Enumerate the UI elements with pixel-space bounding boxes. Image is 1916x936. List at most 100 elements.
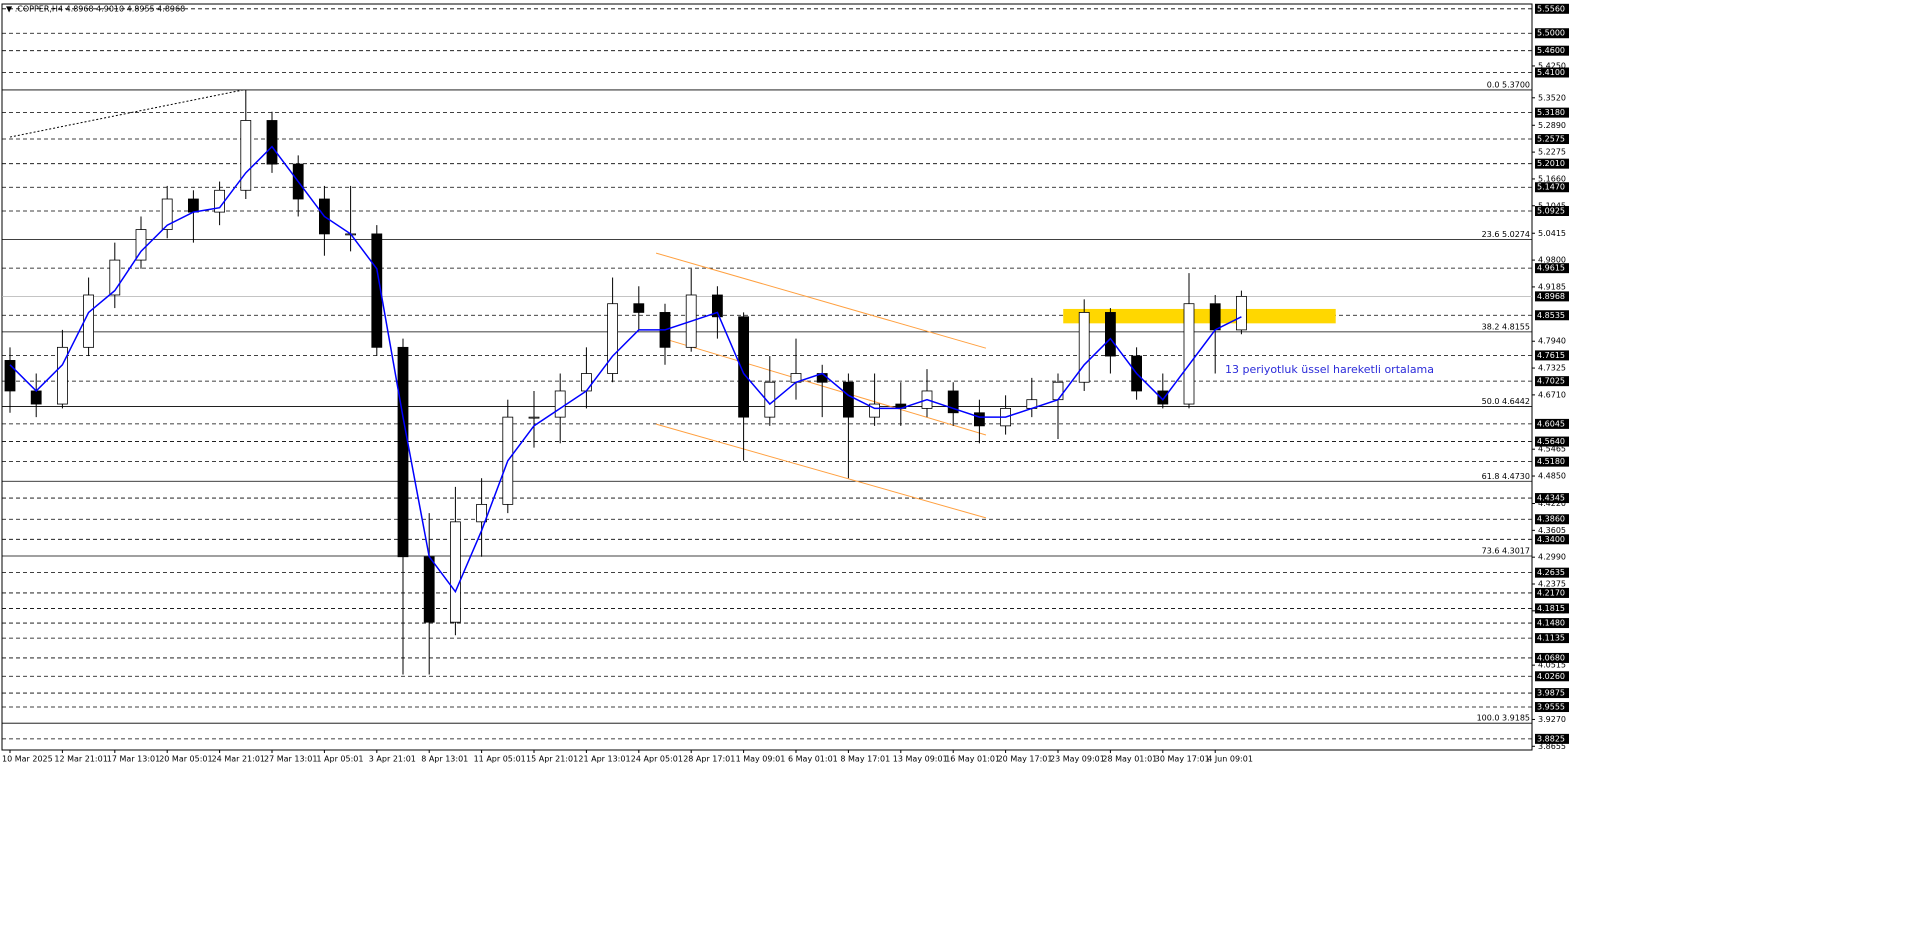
y-tick-label: 4.7940 <box>1538 337 1566 346</box>
candle-body <box>843 381 854 418</box>
level-label: 4.0680 <box>1537 653 1565 662</box>
level-label: 3.9875 <box>1537 689 1565 698</box>
candle-body <box>947 390 959 414</box>
level-label-bg <box>1535 534 1569 545</box>
candle-body <box>135 229 147 261</box>
level-label: 4.8535 <box>1537 311 1565 320</box>
candle-body <box>397 346 409 558</box>
level-label-bg <box>1535 688 1569 699</box>
x-tick-label: 15 Apr 21:01 <box>526 755 578 764</box>
candle-body <box>161 198 173 230</box>
fib-label: 50.0 4.6442 <box>1482 397 1530 406</box>
candle-body <box>607 303 618 374</box>
level-label-bg <box>1535 263 1569 274</box>
candle-body <box>187 198 199 213</box>
fib-label: 73.6 4.3017 <box>1482 546 1530 555</box>
level-label: 5.2575 <box>1537 135 1565 144</box>
level-label-bg <box>1535 107 1569 118</box>
level-label-bg <box>1535 493 1569 504</box>
candle-body <box>83 294 94 348</box>
level-label-bg <box>1535 67 1569 78</box>
level-label: 4.1815 <box>1537 604 1565 613</box>
x-tick-label: 4 Jun 09:01 <box>1207 755 1253 764</box>
y-tick-label: 4.9185 <box>1538 282 1566 291</box>
ema-line <box>9 145 1242 594</box>
candle-body <box>1183 303 1195 405</box>
y-tick-label: 5.3520 <box>1538 93 1566 102</box>
y-tick-label: 5.1660 <box>1538 174 1566 183</box>
level-label-bg <box>1535 733 1569 744</box>
level-label-bg <box>1535 182 1569 193</box>
x-tick-label: 6 May 01:01 <box>788 755 838 764</box>
level-label: 4.2170 <box>1537 588 1565 597</box>
y-tick-label: 4.0515 <box>1538 661 1566 670</box>
x-tick-label: 28 Apr 17:01 <box>683 755 735 764</box>
level-label-bg <box>1535 3 1569 14</box>
zone <box>1063 308 1336 324</box>
x-tick-label: 13 May 09:01 <box>893 755 948 764</box>
candle-body <box>974 412 985 427</box>
y-tick-label: 4.4220 <box>1538 499 1566 508</box>
y-tick-label: 5.1045 <box>1538 201 1566 210</box>
level-label-bg <box>1535 633 1569 644</box>
x-tick-label: 3 Apr 21:01 <box>369 755 416 764</box>
candle-body <box>449 521 461 623</box>
y-tick-label: 4.3605 <box>1538 526 1566 535</box>
x-tick-label: 12 Mar 21:01 <box>54 755 107 764</box>
y-tick-label: 4.2990 <box>1538 553 1566 562</box>
x-tick-label: 20 May 17:01 <box>998 755 1053 764</box>
y-tick-label: 5.2275 <box>1538 148 1566 157</box>
level-label-bg <box>1535 587 1569 598</box>
x-tick-label: 24 Apr 05:01 <box>631 755 683 764</box>
candle-body <box>738 316 749 418</box>
candle-body <box>4 360 16 392</box>
y-tick-label: 3.9270 <box>1538 715 1566 724</box>
plot-frame <box>1 3 1533 751</box>
level-label: 4.4345 <box>1537 494 1565 503</box>
fib-label: 0.0 5.3700 <box>1487 80 1530 89</box>
annotation: 13 periyotluk üssel hareketli ortalama <box>1225 363 1434 376</box>
y-tick-label: 4.4850 <box>1538 472 1566 481</box>
fib-label: 38.2 4.8155 <box>1482 322 1530 331</box>
x-tick-label: 23 May 09:01 <box>1050 755 1105 764</box>
level-label: 4.1135 <box>1537 634 1565 643</box>
candle-body <box>1236 295 1247 331</box>
level-label: 4.3860 <box>1537 515 1565 524</box>
level-label: 4.7615 <box>1537 351 1565 360</box>
candle-body <box>1105 312 1116 357</box>
level-label-bg <box>1535 671 1569 682</box>
x-tick-label: 27 Mar 13:01 <box>264 755 317 764</box>
level-label: 4.2635 <box>1537 568 1565 577</box>
y-tick-label: 4.2375 <box>1538 580 1566 589</box>
level-label-bg <box>1535 310 1569 321</box>
level-label: 5.1470 <box>1537 183 1565 192</box>
candle-body <box>371 233 383 348</box>
level-label-bg <box>1535 618 1569 629</box>
level-label-bg <box>1535 134 1569 145</box>
level-label-bg <box>1535 376 1569 387</box>
candle-body <box>1052 381 1064 401</box>
x-tick-label: 28 May 01:01 <box>1102 755 1157 764</box>
candle-body <box>712 294 723 318</box>
x-tick-label: 11 Apr 05:01 <box>474 755 526 764</box>
level-label: 4.1480 <box>1537 619 1565 628</box>
level-label-bg <box>1535 418 1569 429</box>
level-label: 5.4600 <box>1537 46 1565 55</box>
level-label-bg <box>1535 456 1569 467</box>
candle-body <box>1209 303 1221 331</box>
candle-body <box>1157 390 1169 405</box>
level-label: 4.0260 <box>1537 672 1565 681</box>
y-tick-label: 4.7325 <box>1538 364 1566 373</box>
level-label: 5.0925 <box>1537 207 1565 216</box>
fib-label: 100.0 3.9185 <box>1477 714 1530 723</box>
level-label: 4.7025 <box>1537 377 1565 386</box>
x-tick-label: 20 Mar 05:01 <box>159 755 212 764</box>
candle-body <box>57 346 68 405</box>
x-tick-label: 30 May 17:01 <box>1155 755 1210 764</box>
y-tick-label: 4.5465 <box>1538 445 1566 454</box>
level-label: 4.5180 <box>1537 457 1565 466</box>
candle-body <box>266 120 278 165</box>
level-label: 5.2010 <box>1537 159 1565 168</box>
x-tick-label: 8 Apr 13:01 <box>421 755 468 764</box>
level-label: 4.8968 <box>1537 292 1565 301</box>
